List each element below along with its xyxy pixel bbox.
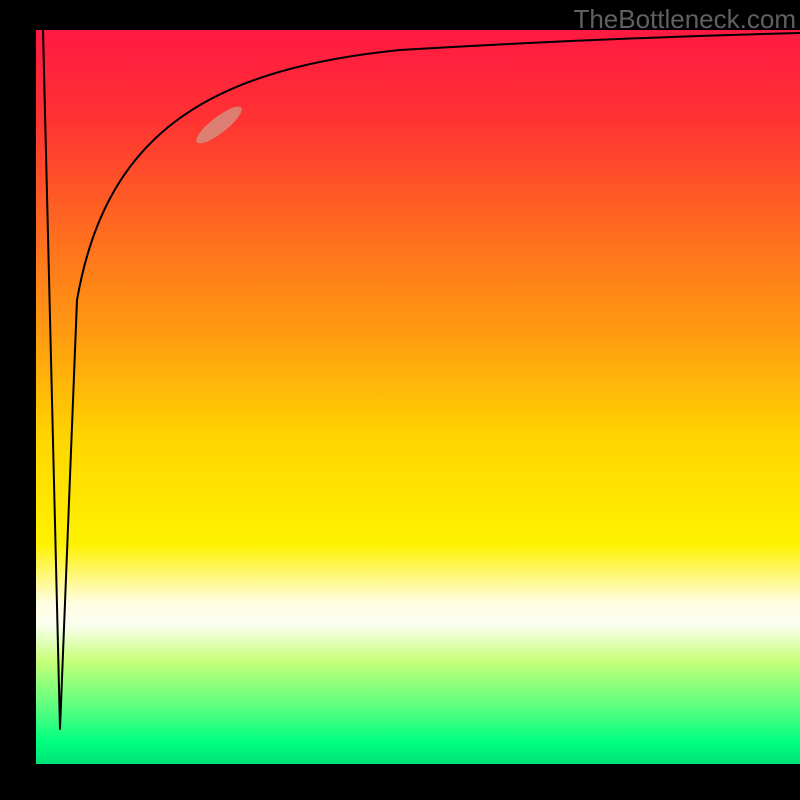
plot-area [36, 30, 800, 764]
attribution-label: TheBottleneck.com [573, 4, 796, 35]
chart-root: TheBottleneck.com [0, 0, 800, 800]
config-marker [36, 30, 800, 764]
